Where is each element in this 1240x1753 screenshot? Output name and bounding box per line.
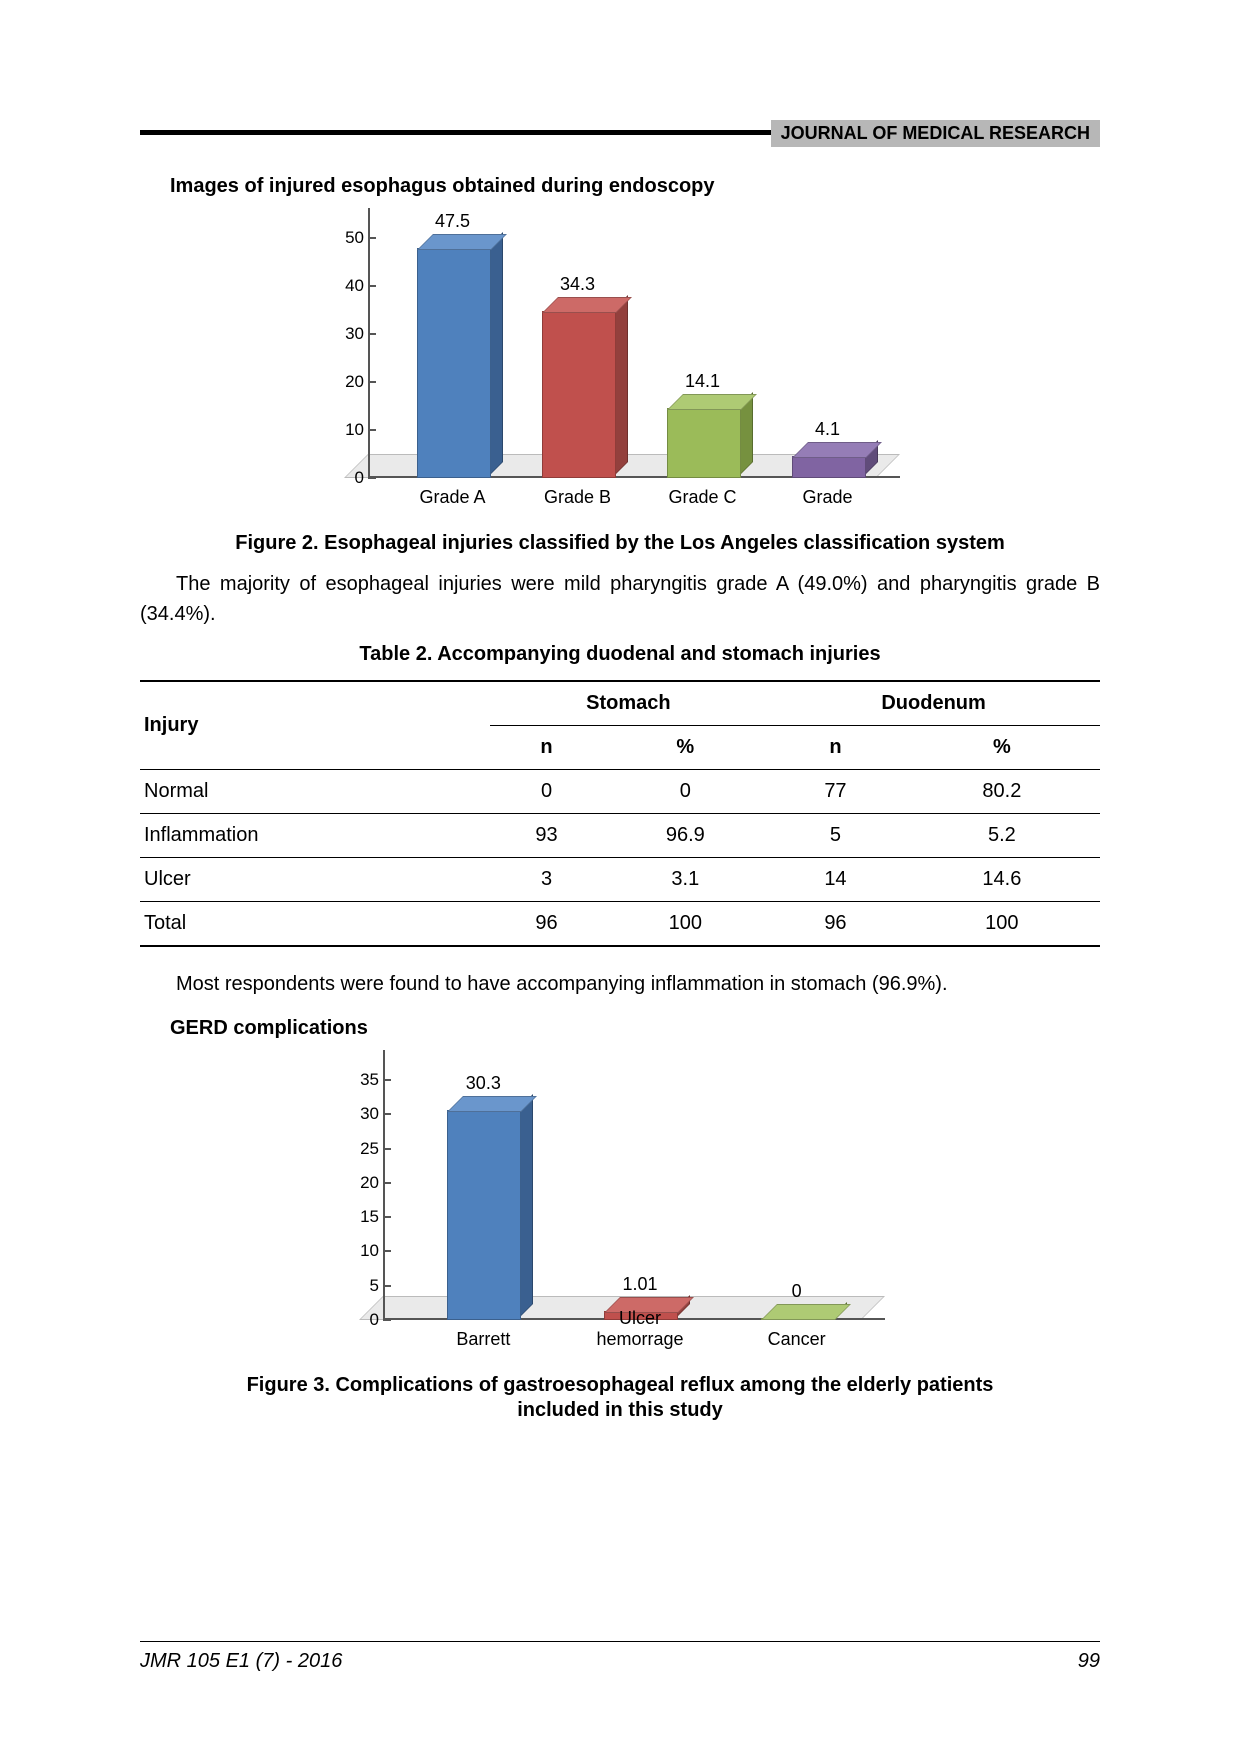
page-footer: JMR 105 E1 (7) - 2016 99 (140, 1641, 1100, 1673)
paragraph-2: Most respondents were found to have acco… (140, 969, 1100, 999)
table-cell: 3 (490, 858, 604, 902)
chart-value-label: 34.3 (518, 274, 638, 295)
chart-category-label: Cancer (737, 1329, 857, 1350)
table-cell: 96 (767, 902, 904, 947)
table-cell: 80.2 (904, 770, 1100, 814)
chart-value-label: 30.3 (423, 1073, 543, 1094)
table-cell: 5 (767, 814, 904, 858)
section-heading-endoscopy: Images of injured esophagus obtained dur… (170, 175, 1100, 198)
table-row: Ulcer33.11414.6 (140, 858, 1100, 902)
figure-2-caption: Figure 2. Esophageal injuries classified… (140, 532, 1100, 555)
table-cell: 0 (490, 770, 604, 814)
table-cell: Ulcer (140, 858, 490, 902)
table-cell: 5.2 (904, 814, 1100, 858)
chart-category-label: Grade C (643, 487, 763, 508)
table-cell: 14.6 (904, 858, 1100, 902)
chart-value-label: 4.1 (768, 419, 888, 440)
table-cell: 0 (603, 770, 767, 814)
chart-bar (792, 458, 864, 478)
figure-3-chart: 0510152025303530.3Barrett1.01Ulcer hemor… (355, 1050, 885, 1350)
footer-left: JMR 105 E1 (7) - 2016 (140, 1650, 342, 1673)
figure-2-chart: 0102030405047.5Grade A34.3Grade B14.1Gra… (340, 208, 900, 508)
table-cell: Normal (140, 770, 490, 814)
chart-category-label: Grade A (393, 487, 513, 508)
table-subheader: n (767, 726, 904, 770)
table-col-group-duodenum: Duodenum (767, 681, 1100, 726)
chart-category-label: Ulcer hemorrage (580, 1308, 700, 1350)
chart-category-label: Grade B (518, 487, 638, 508)
table-col-group-stomach: Stomach (490, 681, 768, 726)
table-row: Normal007780.2 (140, 770, 1100, 814)
table-cell: 96 (490, 902, 604, 947)
journal-banner: JOURNAL OF MEDICAL RESEARCH (771, 120, 1100, 147)
chart-value-label: 1.01 (580, 1274, 700, 1295)
chart-value-label: 0 (737, 1281, 857, 1302)
section-heading-gerd: GERD complications (170, 1017, 1100, 1040)
chart-category-label: Barrett (423, 1329, 543, 1350)
chart-value-label: 47.5 (393, 211, 513, 232)
table-cell: Total (140, 902, 490, 947)
header-rule: JOURNAL OF MEDICAL RESEARCH (140, 130, 1100, 135)
table-row: Total9610096100 (140, 902, 1100, 947)
chart-bar (417, 250, 489, 478)
chart-bar (447, 1112, 519, 1320)
table-2: Injury Stomach Duodenum n%n% Normal00778… (140, 680, 1100, 947)
table-subheader: n (490, 726, 604, 770)
figure-3-caption-line1: Figure 3. Complications of gastroesophag… (140, 1374, 1100, 1397)
paragraph-1: The majority of esophageal injuries were… (140, 569, 1100, 629)
table-cell: 100 (904, 902, 1100, 947)
footer-right: 99 (1078, 1650, 1100, 1673)
chart-value-label: 14.1 (643, 371, 763, 392)
table-row: Inflammation9396.955.2 (140, 814, 1100, 858)
chart-bar (667, 410, 739, 478)
table-cell: 96.9 (603, 814, 767, 858)
table-cell: 77 (767, 770, 904, 814)
table-subheader: % (603, 726, 767, 770)
chart-category-label: Grade (768, 487, 888, 508)
table-cell: Inflammation (140, 814, 490, 858)
table-cell: 14 (767, 858, 904, 902)
table-2-title: Table 2. Accompanying duodenal and stoma… (140, 643, 1100, 666)
figure-3-caption-line2: included in this study (140, 1399, 1100, 1422)
table-row-header: Injury (140, 681, 490, 770)
chart-bar (542, 313, 614, 478)
table-cell: 3.1 (603, 858, 767, 902)
table-subheader: % (904, 726, 1100, 770)
table-cell: 100 (603, 902, 767, 947)
table-cell: 93 (490, 814, 604, 858)
